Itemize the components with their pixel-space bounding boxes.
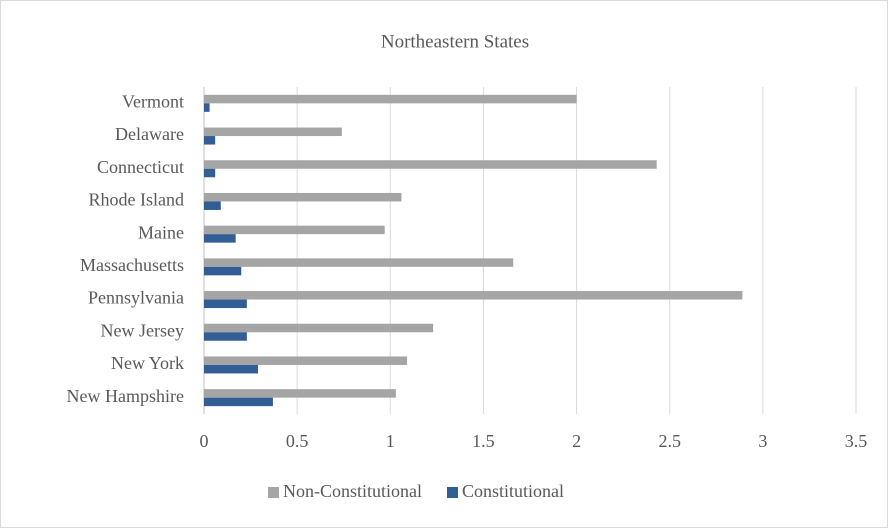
bar	[204, 299, 247, 309]
bar	[204, 160, 657, 169]
chart-title: Northeastern States	[381, 31, 529, 52]
y-tick-label: New York	[111, 353, 184, 373]
bar	[204, 397, 273, 407]
legend-swatch	[268, 487, 279, 498]
bar	[204, 94, 577, 104]
legend-label: Constitutional	[462, 481, 564, 501]
y-tick-label: Massachusetts	[80, 255, 184, 275]
x-tick-label: 1.5	[472, 431, 495, 451]
bar	[204, 291, 743, 300]
bar	[204, 266, 242, 276]
legend-swatch	[447, 487, 458, 498]
bar	[204, 201, 221, 210]
y-tick-label: Rhode Island	[89, 190, 184, 210]
bar	[204, 364, 259, 374]
y-tick-label: New Hampshire	[67, 386, 184, 406]
bar	[204, 258, 514, 267]
bar	[204, 168, 216, 178]
x-tick-label: 1	[386, 431, 395, 451]
y-tick-label: Pennsylvania	[88, 288, 184, 308]
y-tick-label: New Jersey	[101, 320, 184, 340]
bar	[204, 356, 408, 365]
y-tick-label: Vermont	[122, 91, 184, 111]
bar	[204, 389, 396, 398]
bar	[204, 127, 342, 137]
x-tick-label: 2.5	[658, 431, 681, 451]
y-tick-label: Maine	[138, 222, 184, 242]
x-tick-label: 3	[758, 431, 767, 451]
bar	[204, 234, 236, 243]
y-tick-label: Delaware	[115, 124, 184, 144]
bar	[204, 323, 434, 333]
x-tick-label: 2	[572, 431, 581, 451]
x-tick-label: 0.5	[286, 431, 309, 451]
y-tick-label: Connecticut	[97, 157, 184, 177]
x-tick-label: 0	[200, 431, 209, 451]
bar	[204, 332, 247, 341]
bar	[204, 103, 210, 112]
bar	[204, 225, 385, 235]
x-tick-label: 3.5	[845, 431, 868, 451]
bar	[204, 192, 402, 202]
legend-label: Non-Constitutional	[283, 481, 422, 501]
bar	[204, 136, 216, 145]
